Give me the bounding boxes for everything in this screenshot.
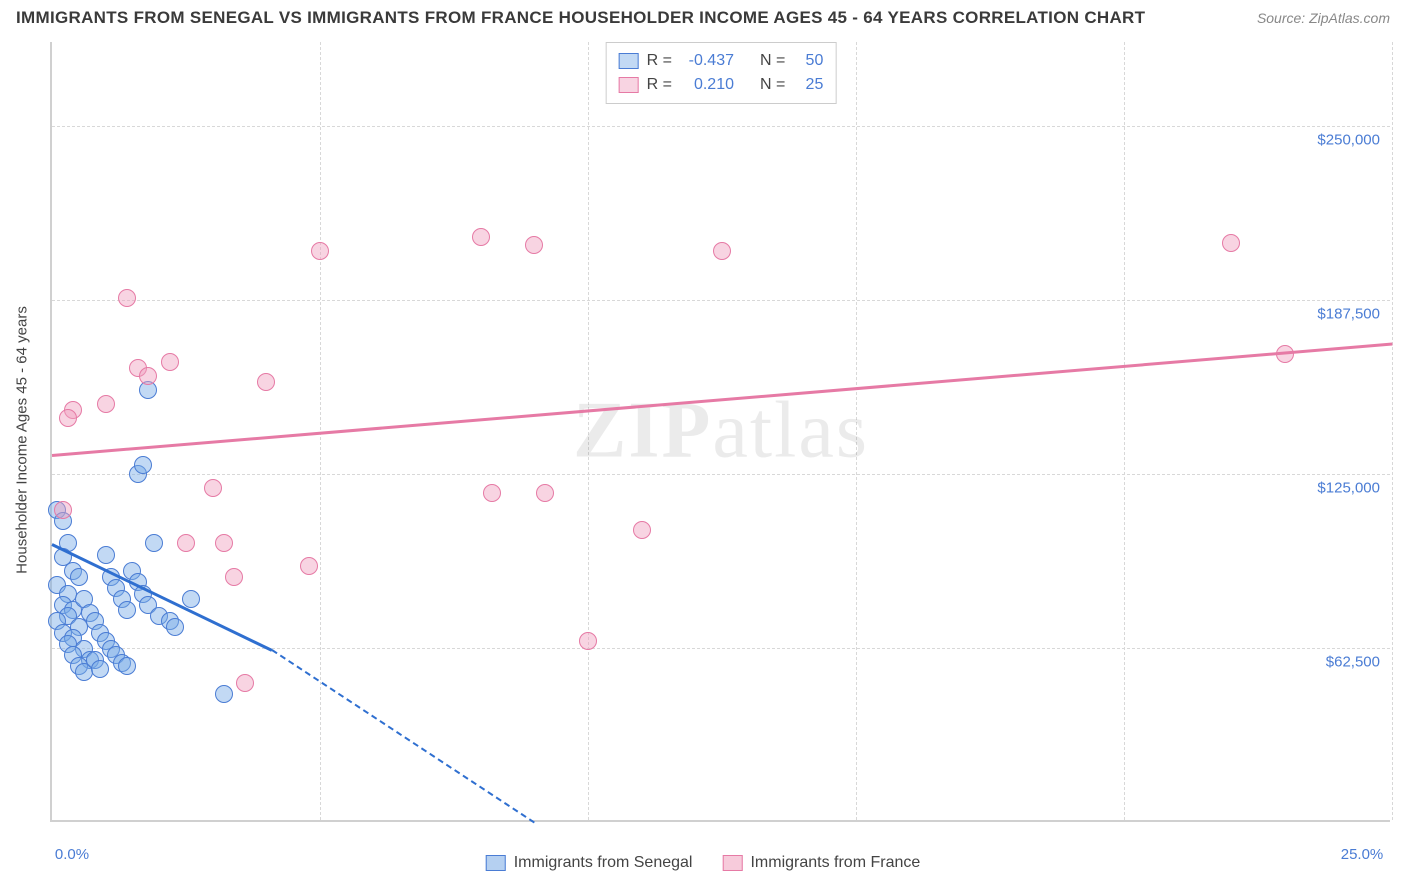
- y-axis-title: Householder Income Ages 45 - 64 years: [14, 306, 31, 574]
- legend-n-label: N =: [760, 73, 785, 97]
- data-point: [483, 484, 501, 502]
- trend-line-extrapolated: [271, 649, 535, 823]
- legend-r-label: R =: [647, 49, 672, 73]
- data-point: [257, 373, 275, 391]
- data-point: [166, 618, 184, 636]
- data-point: [161, 353, 179, 371]
- legend-row: R = 0.210 N = 25: [619, 73, 824, 97]
- data-point: [54, 501, 72, 519]
- legend-label: Immigrants from France: [750, 854, 920, 872]
- trend-line: [52, 343, 1392, 457]
- legend-row: R = -0.437 N = 50: [619, 49, 824, 73]
- data-point: [182, 590, 200, 608]
- data-point: [97, 395, 115, 413]
- legend-swatch: [486, 855, 506, 871]
- data-point: [311, 242, 329, 260]
- x-tick-label: 0.0%: [55, 846, 89, 863]
- scatter-chart: R =-0.437N =50R =0.210N =25 ZIPatlas $62…: [50, 42, 1390, 822]
- series-legend: Immigrants from Senegal Immigrants from F…: [486, 854, 921, 872]
- gridline-h: [52, 126, 1390, 127]
- legend-swatch: [619, 53, 639, 69]
- data-point: [215, 685, 233, 703]
- legend-n-label: N =: [760, 49, 785, 73]
- legend-item: Immigrants from France: [722, 854, 920, 872]
- data-point: [118, 657, 136, 675]
- gridline-h: [52, 648, 1390, 649]
- correlation-legend: R = -0.437 N = 50 R = 0.210 N = 25: [606, 42, 837, 104]
- y-tick-label: $62,500: [1326, 653, 1380, 670]
- data-point: [579, 632, 597, 650]
- data-point: [713, 242, 731, 260]
- legend-n-value: 25: [793, 73, 823, 97]
- data-point: [225, 568, 243, 586]
- data-point: [236, 674, 254, 692]
- data-point: [118, 289, 136, 307]
- gridline-v: [1124, 42, 1125, 820]
- data-point: [59, 409, 77, 427]
- data-point: [215, 534, 233, 552]
- chart-title: IMMIGRANTS FROM SENEGAL VS IMMIGRANTS FR…: [16, 8, 1145, 28]
- data-point: [472, 228, 490, 246]
- data-point: [1222, 234, 1240, 252]
- y-tick-label: $187,500: [1317, 305, 1380, 322]
- gridline-v: [1392, 42, 1393, 820]
- data-point: [139, 367, 157, 385]
- data-point: [91, 660, 109, 678]
- source-label: Source: ZipAtlas.com: [1257, 10, 1390, 26]
- data-point: [134, 456, 152, 474]
- gridline-v: [856, 42, 857, 820]
- legend-n-value: 50: [793, 49, 823, 73]
- data-point: [145, 534, 163, 552]
- data-point: [525, 236, 543, 254]
- x-tick-label: 25.0%: [1341, 846, 1384, 863]
- legend-label: Immigrants from Senegal: [514, 854, 693, 872]
- data-point: [204, 479, 222, 497]
- data-point: [97, 546, 115, 564]
- legend-swatch: [619, 77, 639, 93]
- legend-swatch: [722, 855, 742, 871]
- data-point: [633, 521, 651, 539]
- legend-r-value: 0.210: [680, 73, 734, 97]
- y-tick-label: $125,000: [1317, 479, 1380, 496]
- watermark-bold: ZIP: [573, 387, 712, 475]
- data-point: [177, 534, 195, 552]
- legend-r-label: R =: [647, 73, 672, 97]
- gridline-h: [52, 474, 1390, 475]
- gridline-v: [588, 42, 589, 820]
- data-point: [70, 568, 88, 586]
- legend-r-value: -0.437: [680, 49, 734, 73]
- y-tick-label: $250,000: [1317, 131, 1380, 148]
- legend-item: Immigrants from Senegal: [486, 854, 693, 872]
- gridline-h: [52, 300, 1390, 301]
- data-point: [536, 484, 554, 502]
- data-point: [118, 601, 136, 619]
- data-point: [300, 557, 318, 575]
